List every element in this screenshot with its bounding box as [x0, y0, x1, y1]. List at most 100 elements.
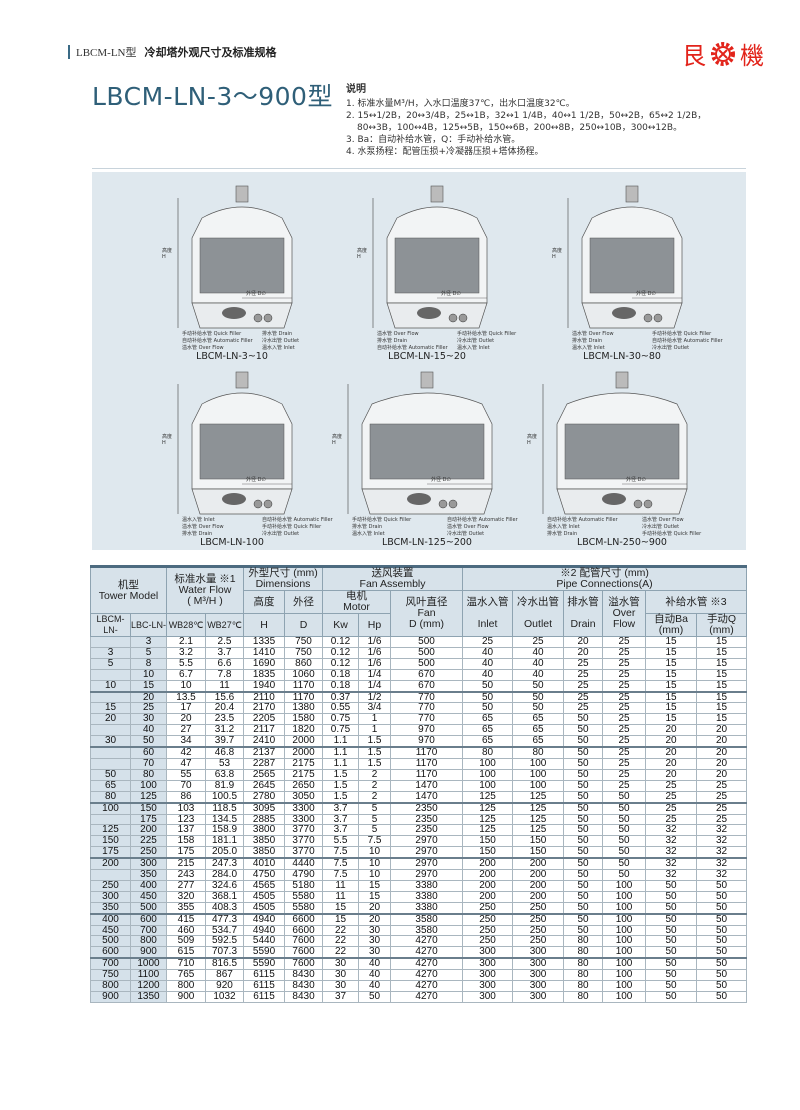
- table-cell: 300: [462, 991, 514, 1003]
- table-cell: 250: [130, 846, 167, 860]
- table-cell: 40: [358, 969, 392, 982]
- table-cell: 125: [512, 802, 565, 815]
- table-cell: 200: [512, 857, 565, 871]
- table-cell: 11: [322, 879, 360, 892]
- table-cell: 3300: [284, 813, 324, 826]
- table-cell: 0.12: [322, 636, 360, 648]
- table-cell: 450: [130, 890, 167, 903]
- table-cell: 500: [390, 646, 464, 659]
- table-cell: 20: [358, 913, 392, 926]
- table-cell: 4940: [243, 913, 286, 926]
- table-row: 5 8 5.5 6.6 1690 860 0.12 1/6 500 40 40 25 25 15 15: [90, 657, 748, 670]
- table-cell: 6115: [243, 991, 286, 1003]
- table-cell: 13.5: [166, 691, 206, 704]
- table-cell: [90, 813, 131, 826]
- table-cell: 25: [696, 802, 748, 815]
- table-cell: 2: [358, 779, 392, 792]
- callout-label: 排水管 Drain: [262, 331, 293, 337]
- table-cell: 50: [512, 679, 565, 693]
- table-cell: 3.7: [322, 802, 360, 815]
- col-flow: 标准水量 ※1 Water Flow( M³/H ): [165, 565, 245, 614]
- table-cell: 1/6: [358, 646, 392, 659]
- table-cell: 50: [563, 835, 604, 848]
- gear-logo-icon: [711, 41, 735, 66]
- table-cell: 50: [563, 879, 604, 892]
- col-pipe: ※2 配管尺寸 (mm) Pipe Connections(A): [462, 565, 748, 591]
- table-cell: 25: [512, 636, 565, 648]
- cooling-tower-drawing: [177, 185, 293, 329]
- table-cell: 300: [130, 857, 167, 871]
- col-motor: 电机 Motor: [322, 590, 392, 614]
- table-cell: 3.7: [322, 824, 360, 837]
- table-cell: 50: [602, 846, 647, 860]
- table-cell: 125: [512, 824, 565, 837]
- table-cell: 2565: [243, 768, 286, 781]
- table-cell: 800: [166, 980, 206, 992]
- table-cell: 8430: [284, 969, 324, 982]
- table-cell: 225: [130, 835, 167, 848]
- callout-label: 溢水管 Over Flow: [182, 524, 224, 530]
- table-cell: 65: [462, 713, 514, 726]
- table-row: 750 1100 765 867 6115 8430 30 40 4270 300 300 80 100…: [90, 969, 748, 982]
- table-cell: 10: [166, 679, 206, 693]
- table-cell: 300: [512, 991, 565, 1003]
- table-cell: 970: [390, 735, 464, 749]
- table-cell: 7600: [284, 957, 324, 971]
- table-cell: 15: [645, 657, 698, 670]
- table-cell: 80: [563, 980, 604, 992]
- table-cell: 150: [512, 835, 565, 848]
- callout-label: 排水管 Drain: [182, 531, 213, 537]
- table-row: 500 800 509 592.5 5440 7600 22 30 4270 250 250 80 10…: [90, 935, 748, 948]
- table-cell: 300: [462, 946, 514, 960]
- callout-label: 手动补给水管 Quick Filler: [457, 331, 517, 337]
- table-cell: 65: [512, 735, 565, 749]
- table-cell: 80: [563, 935, 604, 948]
- table-cell: 5: [358, 824, 392, 837]
- table-cell: 200: [90, 857, 131, 871]
- table-cell: 50: [563, 790, 604, 804]
- table-cell: 200: [512, 869, 565, 881]
- table-cell: 20: [645, 768, 698, 781]
- table-cell: 300: [512, 946, 565, 960]
- table-cell: 3.7: [204, 646, 245, 659]
- table-cell: 20: [358, 901, 392, 915]
- table-cell: 25: [563, 668, 604, 681]
- table-cell: 1/6: [358, 636, 392, 648]
- table-cell: 300: [512, 969, 565, 982]
- table-cell: 55: [166, 768, 206, 781]
- col-wb28: WB28℃: [166, 613, 206, 637]
- table-cell: 39.7: [204, 735, 245, 749]
- table-cell: 20: [130, 691, 167, 704]
- table-cell: 25: [563, 657, 604, 670]
- table-cell: 1.1: [322, 757, 360, 770]
- table-cell: 118.5: [204, 802, 245, 815]
- table-row: 900 1350 900 1032 6115 8430 37 50 4270 300 300 80 10…: [90, 991, 748, 1003]
- table-cell: 15: [645, 691, 698, 704]
- table-cell: 2: [358, 790, 392, 804]
- table-cell: 25: [645, 779, 698, 792]
- table-cell: 3800: [243, 824, 286, 837]
- table-cell: 25: [130, 702, 167, 715]
- table-cell: 250: [462, 913, 514, 926]
- table-row: 450 700 460 534.7 4940 6600 22 30 3580 250 250 50 10…: [90, 924, 748, 937]
- table-cell: 50: [602, 857, 647, 871]
- table-cell: 5: [130, 646, 167, 659]
- table-cell: 750: [90, 969, 131, 982]
- table-row: 350 500 355 408.3 4505 5580 15 20 3380 250 250 50 10…: [90, 901, 748, 915]
- table-cell: 368.1: [204, 890, 245, 903]
- table-cell: 150: [512, 846, 565, 860]
- callout-label: 溢水管 Over Flow: [447, 524, 489, 530]
- table-cell: 534.7: [204, 924, 245, 937]
- table-cell: 0.18: [322, 668, 360, 681]
- table-cell: 1170: [284, 691, 324, 704]
- table-cell: 770: [390, 713, 464, 726]
- table-cell: 6600: [284, 924, 324, 937]
- table-cell: 50: [645, 957, 698, 971]
- col-fan: 送风装置 Fan Assembly: [322, 565, 464, 591]
- table-cell: 20.4: [204, 702, 245, 715]
- table-cell: 355: [166, 901, 206, 915]
- table-cell: 25: [602, 746, 647, 759]
- table-cell: 2175: [284, 757, 324, 770]
- tower-diagram: 高度 H 外径 D∅ 溢水管 Over Flow 排水管 Drain 温水入管 In…: [522, 178, 723, 364]
- table-cell: 50: [512, 702, 565, 715]
